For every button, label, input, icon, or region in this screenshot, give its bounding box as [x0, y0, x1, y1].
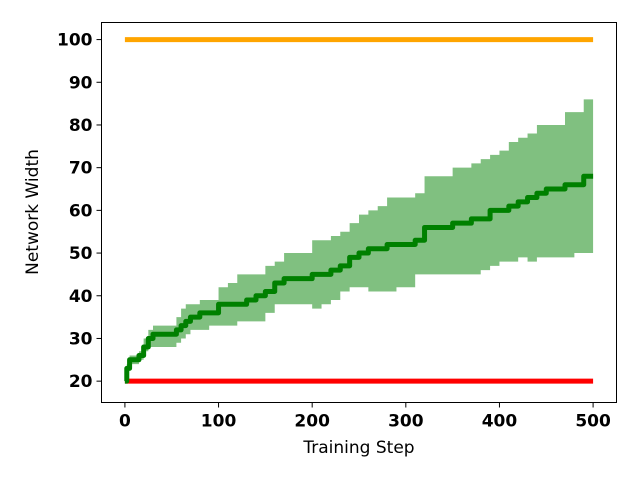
- y-tick-label: 60: [69, 201, 93, 221]
- plot-frame: [101, 22, 617, 403]
- x-tick-label: 200: [294, 412, 330, 432]
- x-tick-label: 0: [119, 412, 131, 432]
- x-tick-label: 400: [482, 412, 518, 432]
- y-tick-label: 70: [69, 159, 93, 179]
- y-tick-label: 30: [69, 329, 93, 349]
- series-line-2: [124, 173, 594, 384]
- y-tick-label: 40: [69, 287, 93, 307]
- y-tick-label: 20: [69, 372, 93, 392]
- y-tick-label: 100: [57, 31, 93, 51]
- y-tick-label: 80: [69, 116, 93, 136]
- x-tick-label: 500: [575, 412, 611, 432]
- confidence-band-2: [124, 99, 594, 382]
- y-tick-label: 50: [69, 244, 93, 264]
- y-axis-label: Network Width: [23, 149, 43, 275]
- y-tick-label: 90: [69, 73, 93, 93]
- x-axis-label: Training Step: [302, 438, 414, 458]
- x-tick-label: 300: [388, 412, 424, 432]
- x-tick-label: 100: [201, 412, 237, 432]
